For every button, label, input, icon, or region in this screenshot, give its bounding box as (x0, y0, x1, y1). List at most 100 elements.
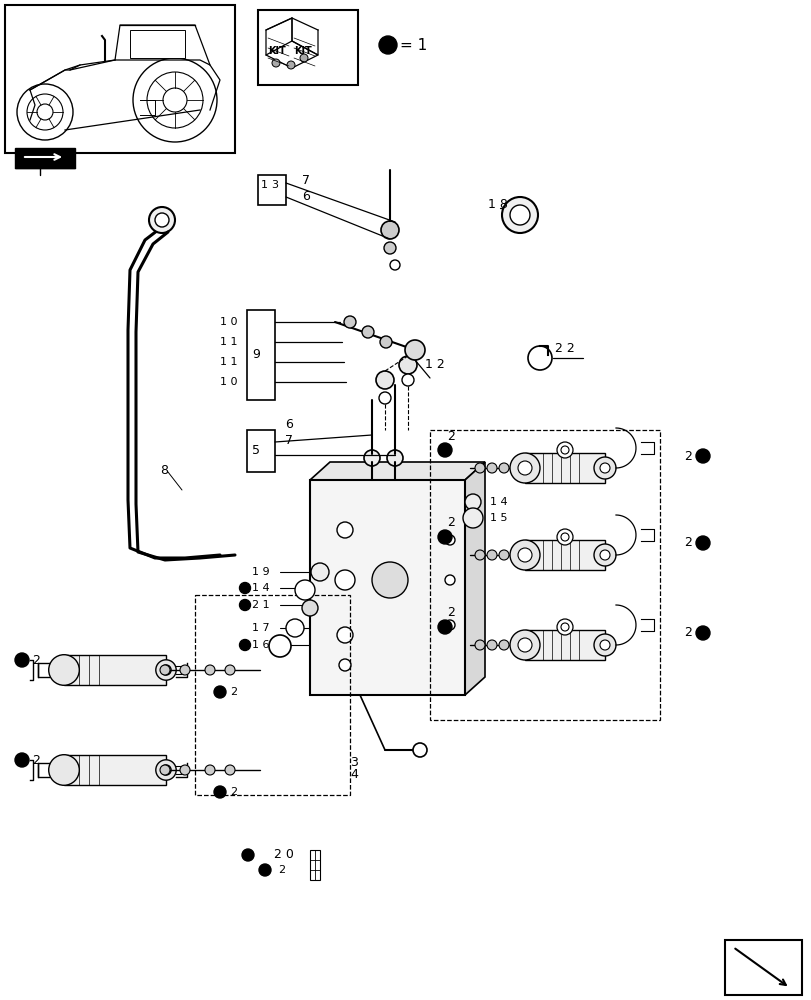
Text: 3: 3 (350, 756, 358, 770)
Text: 1 1: 1 1 (220, 357, 237, 367)
Text: 1 0: 1 0 (220, 377, 237, 387)
Circle shape (156, 660, 176, 680)
Text: KIT: KIT (268, 46, 285, 56)
Circle shape (499, 640, 508, 650)
Bar (5, 5, 234, 153)
Text: 2 3: 2 3 (684, 450, 704, 462)
Circle shape (474, 463, 484, 473)
Circle shape (338, 659, 350, 671)
Text: 2: 2 (230, 787, 237, 797)
Circle shape (517, 461, 531, 475)
Circle shape (344, 316, 355, 328)
Circle shape (161, 765, 171, 775)
Circle shape (499, 550, 508, 560)
Circle shape (294, 580, 315, 600)
Circle shape (594, 634, 616, 656)
Circle shape (560, 446, 569, 454)
Circle shape (37, 104, 53, 120)
Text: 1 6: 1 6 (251, 640, 269, 650)
Text: 1 4: 1 4 (251, 583, 269, 593)
Text: 2: 2 (446, 516, 454, 530)
Circle shape (509, 630, 539, 660)
Circle shape (272, 59, 280, 67)
Bar (247, 310, 275, 400)
Circle shape (225, 765, 234, 775)
Circle shape (398, 356, 417, 374)
Circle shape (311, 563, 328, 581)
Circle shape (517, 638, 531, 652)
Circle shape (163, 88, 187, 112)
Bar (430, 430, 659, 720)
Text: 1 9: 1 9 (251, 567, 269, 577)
Text: 1 0: 1 0 (220, 317, 237, 327)
Circle shape (239, 640, 250, 650)
Bar (15, 148, 75, 168)
Circle shape (405, 340, 424, 360)
Bar (310, 480, 465, 695)
Text: 2 1: 2 1 (251, 600, 269, 610)
Circle shape (444, 575, 454, 585)
Text: 2: 2 (446, 430, 454, 442)
Circle shape (17, 84, 73, 140)
Circle shape (380, 221, 398, 239)
Circle shape (15, 653, 29, 667)
Circle shape (487, 463, 496, 473)
Circle shape (225, 665, 234, 675)
Text: 2: 2 (230, 687, 237, 697)
Circle shape (379, 392, 391, 404)
Bar (525, 630, 604, 660)
Circle shape (379, 36, 397, 54)
Circle shape (560, 623, 569, 631)
Circle shape (133, 58, 217, 142)
Circle shape (239, 599, 250, 610)
Circle shape (148, 207, 175, 233)
Circle shape (335, 570, 354, 590)
Text: 1 2: 1 2 (424, 359, 444, 371)
Text: 2: 2 (277, 865, 285, 875)
Circle shape (556, 442, 573, 458)
Circle shape (161, 665, 171, 675)
Circle shape (242, 849, 254, 861)
Circle shape (268, 635, 290, 657)
Text: 2: 2 (446, 606, 454, 619)
Circle shape (510, 550, 521, 560)
Circle shape (214, 686, 225, 698)
Circle shape (560, 533, 569, 541)
Text: 6: 6 (302, 190, 310, 204)
Circle shape (204, 665, 215, 675)
Circle shape (594, 457, 616, 479)
Text: 1 5: 1 5 (489, 513, 507, 523)
Text: KIT: KIT (294, 46, 311, 56)
Circle shape (499, 463, 508, 473)
Text: = 1: = 1 (400, 38, 427, 53)
Bar (64, 755, 165, 785)
Polygon shape (465, 462, 484, 695)
Bar (258, 10, 358, 85)
Polygon shape (310, 462, 484, 480)
Circle shape (363, 450, 380, 466)
Text: 7: 7 (302, 174, 310, 187)
Circle shape (509, 453, 539, 483)
Bar (258, 175, 285, 205)
Text: 9: 9 (251, 349, 260, 361)
Circle shape (437, 530, 452, 544)
Bar (525, 453, 604, 483)
Circle shape (509, 205, 530, 225)
Circle shape (444, 620, 454, 630)
Circle shape (474, 550, 484, 560)
Text: 2: 2 (32, 654, 40, 666)
Circle shape (156, 760, 176, 780)
Circle shape (362, 326, 374, 338)
Circle shape (286, 61, 294, 69)
Circle shape (462, 508, 483, 528)
Text: 4: 4 (350, 768, 358, 781)
Text: 5: 5 (251, 444, 260, 456)
Circle shape (599, 550, 609, 560)
Circle shape (487, 550, 496, 560)
Text: 1 8: 1 8 (487, 198, 507, 212)
Circle shape (599, 463, 609, 473)
Circle shape (594, 544, 616, 566)
Circle shape (401, 374, 414, 386)
Text: 2 3: 2 3 (684, 626, 704, 640)
Bar (195, 595, 350, 795)
